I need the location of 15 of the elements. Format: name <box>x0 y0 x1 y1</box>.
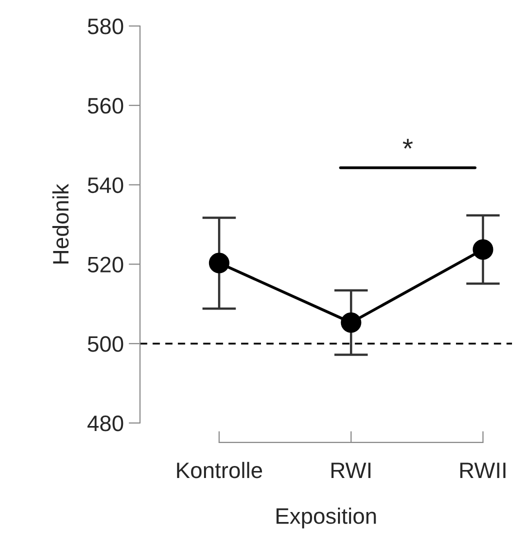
x-tick-label: RWII <box>460 462 506 478</box>
x-tick-label: RWI <box>331 462 370 478</box>
y-tick-label: 520 <box>88 256 124 272</box>
point <box>472 239 494 260</box>
y-axis-title: Hedonik <box>52 184 69 264</box>
y-tick-label: 480 <box>87 416 124 432</box>
y-tick-label: 540 <box>88 177 124 194</box>
y-tick-label: 500 <box>88 336 124 352</box>
x-axis-title: Exposition <box>276 508 376 528</box>
point <box>208 252 230 274</box>
y-tick-label: 560 <box>88 98 124 114</box>
y-tick-label: 580 <box>88 18 124 34</box>
annotation: * <box>402 138 413 149</box>
x-tick-label: Kontrolle <box>177 462 262 478</box>
point <box>340 312 362 333</box>
